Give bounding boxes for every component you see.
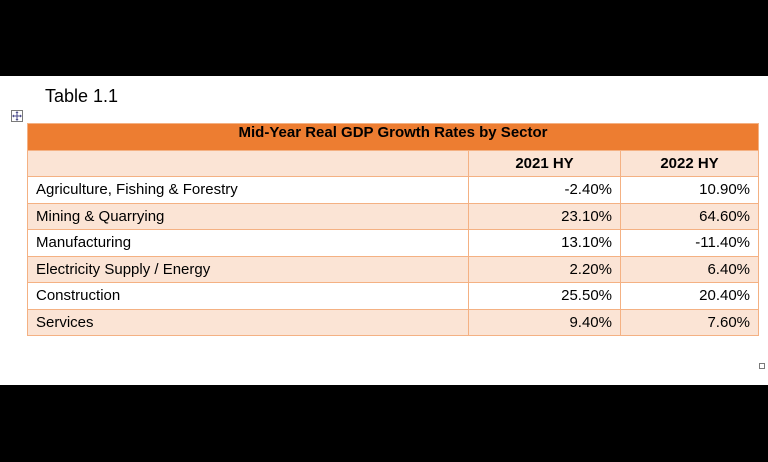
table-row: Manufacturing 13.10% -11.40% <box>27 229 760 257</box>
sector-cell: Manufacturing <box>27 229 469 257</box>
value-2022-cell: 6.40% <box>619 255 760 283</box>
value-2021-cell: 2.20% <box>468 255 621 283</box>
column-header-2022: 2022 HY <box>619 149 760 177</box>
sector-cell: Electricity Supply / Energy <box>27 255 469 283</box>
gdp-growth-table: Mid-Year Real GDP Growth Rates by Sector… <box>26 123 760 336</box>
resize-handle-icon[interactable] <box>759 363 765 369</box>
value-2022-cell: 64.60% <box>619 202 760 230</box>
column-header-2021: 2021 HY <box>468 149 621 177</box>
table-row: Construction 25.50% 20.40% <box>27 282 760 310</box>
value-2021-cell: -2.40% <box>468 176 621 204</box>
document-page: Table 1.1 Mid-Year Real GDP Growth Rates… <box>0 76 768 385</box>
value-2021-cell: 9.40% <box>468 308 621 336</box>
value-2022-cell: -11.40% <box>619 229 760 257</box>
value-2021-cell: 13.10% <box>468 229 621 257</box>
table-caption: Table 1.1 <box>45 86 119 106</box>
value-2022-cell: 20.40% <box>619 282 760 310</box>
value-2022-cell: 7.60% <box>619 308 760 336</box>
table-title: Mid-Year Real GDP Growth Rates by Sector <box>26 123 760 151</box>
value-2021-cell: 23.10% <box>468 202 621 230</box>
table-row: Services 9.40% 7.60% <box>27 308 760 336</box>
column-header-sector <box>27 149 469 177</box>
sector-cell: Mining & Quarrying <box>27 202 469 230</box>
value-2022-cell: 10.90% <box>619 176 760 204</box>
move-arrows-icon[interactable] <box>11 110 23 122</box>
sector-cell: Services <box>27 308 469 336</box>
sector-cell: Construction <box>27 282 469 310</box>
table-row: Mining & Quarrying 23.10% 64.60% <box>27 202 760 230</box>
value-2021-cell: 25.50% <box>468 282 621 310</box>
sector-cell: Agriculture, Fishing & Forestry <box>27 176 469 204</box>
table-row: Agriculture, Fishing & Forestry -2.40% 1… <box>27 176 760 204</box>
table-row: Electricity Supply / Energy 2.20% 6.40% <box>27 255 760 283</box>
